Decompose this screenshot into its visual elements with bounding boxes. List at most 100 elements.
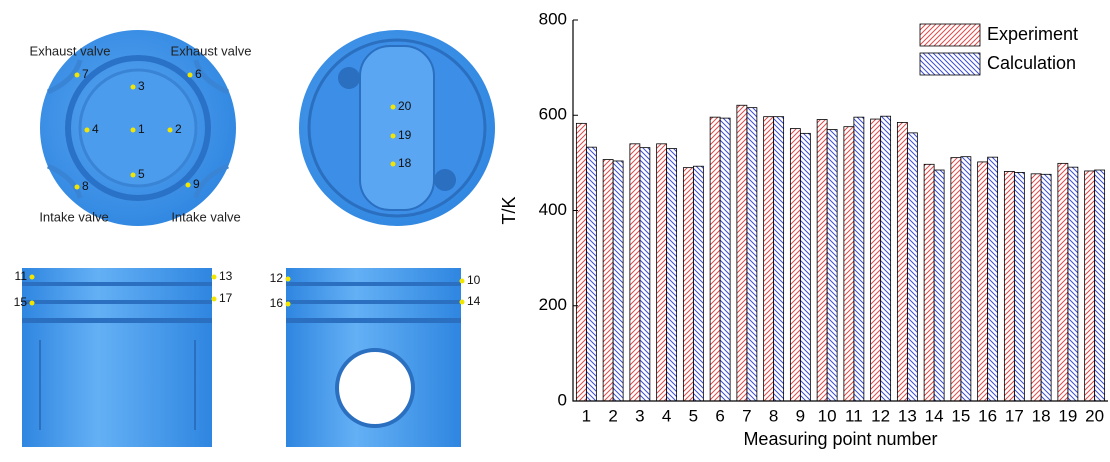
axis xyxy=(573,20,1108,401)
bar xyxy=(710,117,720,401)
bar xyxy=(1068,167,1078,401)
bar xyxy=(800,133,810,401)
bar xyxy=(961,157,971,401)
y-tick-label: 800 xyxy=(539,9,567,28)
bar xyxy=(881,116,891,401)
valve-label: Exhaust valve xyxy=(30,43,111,58)
bar xyxy=(988,157,998,401)
point-label: 2 xyxy=(175,122,182,136)
legend-label: Experiment xyxy=(987,24,1078,44)
bar xyxy=(576,123,586,401)
bar xyxy=(774,117,784,401)
measuring-point xyxy=(75,185,80,190)
bar xyxy=(1095,170,1105,401)
measuring-point xyxy=(168,128,173,133)
point-label: 6 xyxy=(195,67,202,81)
x-tick-label: 12 xyxy=(871,406,890,425)
measuring-point xyxy=(85,128,90,133)
bar xyxy=(1041,174,1051,401)
point-label: 7 xyxy=(82,67,89,81)
bar xyxy=(854,117,864,401)
point-label: 4 xyxy=(92,122,99,136)
measuring-point xyxy=(391,162,396,167)
point-label: 3 xyxy=(138,79,145,93)
bar xyxy=(693,166,703,401)
x-tick-label: 2 xyxy=(608,406,617,425)
x-tick-label: 18 xyxy=(1032,406,1051,425)
bar xyxy=(827,130,837,401)
bar xyxy=(657,144,667,401)
bar xyxy=(924,164,934,401)
valve-label: Intake valve xyxy=(171,209,240,224)
piston-side-view xyxy=(22,268,212,447)
point-label: 13 xyxy=(219,269,233,283)
bar xyxy=(934,170,944,401)
x-tick-label: 7 xyxy=(742,406,751,425)
point-label: 9 xyxy=(193,177,200,191)
measuring-point xyxy=(286,277,291,282)
measuring-point xyxy=(188,73,193,78)
x-tick-label: 20 xyxy=(1085,406,1104,425)
bar xyxy=(640,148,650,401)
point-label: 15 xyxy=(14,295,28,309)
point-label: 11 xyxy=(15,269,28,283)
bar xyxy=(586,147,596,401)
measuring-point xyxy=(212,275,217,280)
x-tick-label: 15 xyxy=(951,406,970,425)
measuring-point xyxy=(131,173,136,178)
bar xyxy=(844,127,854,401)
x-axis-title: Measuring point number xyxy=(743,429,937,449)
measuring-point xyxy=(30,301,35,306)
point-label: 19 xyxy=(398,128,412,142)
point-label: 17 xyxy=(219,291,233,305)
x-tick-label: 16 xyxy=(978,406,997,425)
bar xyxy=(720,118,730,401)
bar xyxy=(630,144,640,401)
x-tick-label: 5 xyxy=(689,406,698,425)
measuring-point xyxy=(212,297,217,302)
y-axis-title: T/K xyxy=(499,196,519,224)
measuring-point xyxy=(460,300,465,305)
x-tick-label: 11 xyxy=(845,406,863,425)
x-tick-label: 13 xyxy=(898,406,917,425)
piston-bottom-view xyxy=(299,30,495,226)
x-tick-label: 10 xyxy=(818,406,837,425)
x-tick-label: 1 xyxy=(582,406,591,425)
x-tick-label: 6 xyxy=(715,406,724,425)
point-label: 18 xyxy=(398,156,412,170)
bar xyxy=(907,133,917,401)
bar xyxy=(667,149,677,401)
bar xyxy=(747,108,757,401)
bar xyxy=(1031,174,1041,401)
point-label: 10 xyxy=(467,273,481,287)
bar xyxy=(683,168,693,401)
y-tick-label: 200 xyxy=(539,295,567,314)
bar xyxy=(1014,172,1024,401)
bar xyxy=(603,160,613,401)
bar xyxy=(764,117,774,401)
x-tick-label: 8 xyxy=(769,406,778,425)
legend-label: Calculation xyxy=(987,53,1076,73)
bar xyxy=(817,120,827,401)
bar xyxy=(613,161,623,401)
x-tick-label: 17 xyxy=(1005,406,1024,425)
measuring-point xyxy=(391,134,396,139)
x-tick-label: 9 xyxy=(796,406,805,425)
measuring-point xyxy=(131,85,136,90)
bar xyxy=(951,158,961,401)
point-label: 16 xyxy=(270,296,284,310)
bar xyxy=(1058,163,1068,401)
valve-label: Intake valve xyxy=(39,209,108,224)
piston-front-view xyxy=(286,268,461,447)
point-label: 20 xyxy=(398,99,412,113)
measuring-point xyxy=(131,128,136,133)
valve-label: Exhaust valve xyxy=(171,43,252,58)
x-tick-label: 3 xyxy=(635,406,644,425)
bar xyxy=(1085,171,1095,401)
legend-swatch xyxy=(920,53,980,75)
measuring-point xyxy=(30,275,35,280)
x-tick-label: 4 xyxy=(662,406,671,425)
point-label: 5 xyxy=(138,167,145,181)
x-tick-label: 19 xyxy=(1058,406,1077,425)
legend-swatch xyxy=(920,24,980,46)
